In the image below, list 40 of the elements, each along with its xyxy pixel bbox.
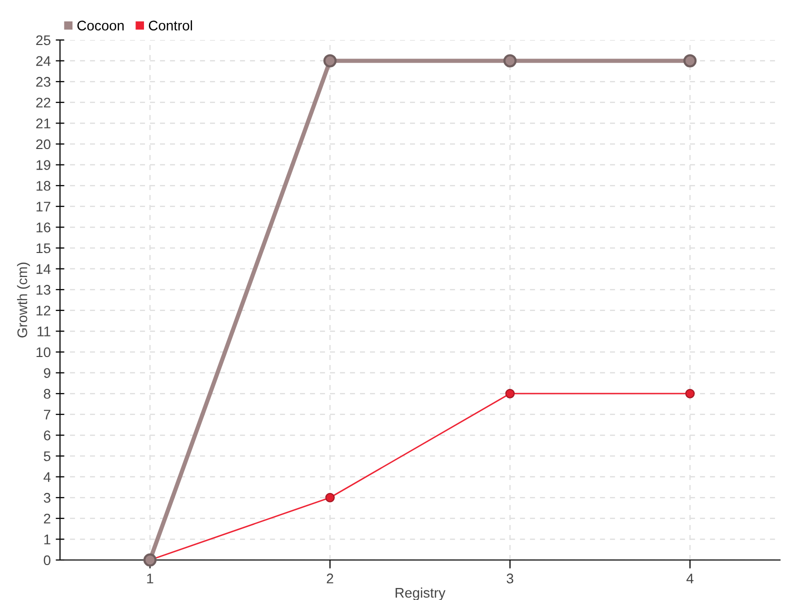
point bbox=[503, 54, 517, 68]
y-tick-label: 10 bbox=[36, 347, 50, 358]
y-tick-label: 18 bbox=[36, 180, 50, 191]
y-tick-label: 21 bbox=[36, 118, 50, 128]
y-tick-label: 23 bbox=[36, 76, 50, 87]
y-tick-label: 13 bbox=[36, 284, 50, 295]
y-tick-label: 12 bbox=[36, 306, 50, 316]
y-tick-label: 1 bbox=[44, 534, 50, 544]
y-tick-label: 9 bbox=[44, 368, 50, 378]
point bbox=[505, 388, 515, 398]
y-tick-label: 16 bbox=[36, 222, 50, 232]
y-tick-label: 11 bbox=[38, 326, 50, 336]
y-tick-label: 19 bbox=[36, 160, 50, 170]
point bbox=[683, 54, 697, 68]
point bbox=[325, 492, 335, 502]
y-tick-label: 17 bbox=[36, 202, 50, 212]
point bbox=[323, 54, 337, 68]
y-axis-title: Growth (cm) bbox=[17, 262, 30, 338]
y-tick-label: 22 bbox=[36, 98, 50, 108]
y-tick-label: 0 bbox=[44, 555, 50, 566]
y-tick-label: 5 bbox=[44, 451, 50, 462]
y-tick-label: 4 bbox=[44, 472, 51, 482]
y-tick-label: 8 bbox=[44, 388, 50, 399]
y-tick-label: 3 bbox=[44, 492, 50, 503]
legend-label: Cocoon bbox=[77, 20, 124, 30]
y-tick-label: 7 bbox=[44, 410, 50, 420]
y-tick-label: 24 bbox=[36, 56, 51, 66]
point bbox=[685, 388, 695, 398]
x-axis-title: Registry bbox=[396, 588, 446, 600]
x-tick-label: 1 bbox=[147, 574, 154, 584]
x-tick-label: 3 bbox=[506, 574, 514, 584]
y-tick-label: 20 bbox=[36, 139, 50, 150]
y-tick-label: 2 bbox=[44, 514, 50, 524]
y-tick-label: 15 bbox=[36, 243, 50, 254]
y-tick-label: 14 bbox=[36, 264, 51, 274]
y-tick-label: 6 bbox=[44, 430, 50, 440]
x-tick-label: 4 bbox=[686, 574, 694, 584]
legend-label: Control bbox=[148, 20, 192, 30]
x-tick-label: 2 bbox=[326, 574, 334, 584]
y-tick-label: 25 bbox=[36, 35, 50, 46]
